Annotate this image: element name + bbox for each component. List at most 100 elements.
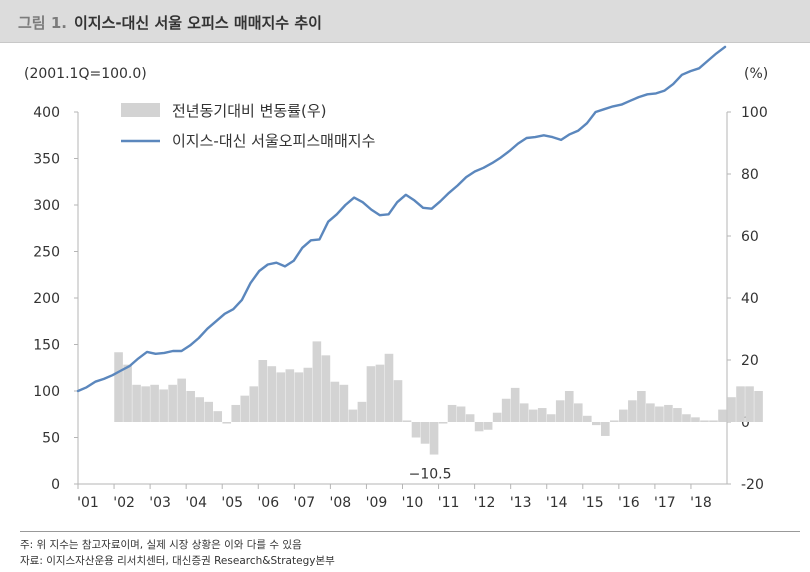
x-tick-label: '03 [149, 495, 171, 511]
right-tick-label: 80 [741, 167, 759, 183]
bar [222, 422, 232, 424]
bar [294, 372, 304, 422]
bar [438, 422, 448, 424]
x-tick-label: '15 [582, 495, 604, 511]
bar [582, 415, 592, 422]
legend-bar-swatch [121, 103, 160, 117]
x-tick-label: '06 [257, 495, 279, 511]
bar [375, 364, 385, 422]
left-tick-label: 50 [42, 431, 60, 447]
bar [150, 384, 159, 422]
bar [546, 414, 556, 422]
note-text: 주: 위 지수는 참고자료이며, 실제 시장 상황은 이와 다를 수 있음 [20, 539, 302, 551]
bar [330, 381, 340, 422]
x-tick-label: '01 [77, 495, 99, 511]
x-tick-label: '08 [330, 495, 352, 511]
bar [591, 422, 601, 426]
bar [637, 391, 646, 422]
bar [628, 400, 637, 422]
x-tick-label: '13 [510, 495, 532, 511]
bar [447, 404, 457, 422]
bar [501, 398, 511, 422]
left-tick-label: 100 [33, 384, 60, 400]
bar [168, 384, 177, 422]
bar [646, 403, 655, 422]
right-tick-label: 100 [741, 105, 768, 121]
x-tick-label: '04 [185, 495, 207, 511]
bar [348, 409, 358, 422]
right-tick-label: 0 [741, 415, 750, 431]
bar [610, 420, 619, 422]
bar [682, 414, 691, 422]
bar [204, 401, 214, 422]
x-tick-label: '05 [221, 495, 243, 511]
bar [213, 411, 223, 422]
bar [510, 387, 520, 422]
bar [249, 386, 259, 422]
figure-title: 이지스-대신 서울 오피스 매매지수 추이 [74, 14, 322, 32]
bar [483, 422, 493, 430]
right-axis-unit: (%) [744, 66, 769, 82]
x-tick-label: '14 [546, 495, 568, 511]
x-tick-label: '02 [113, 495, 135, 511]
bar [664, 404, 673, 422]
bar [195, 397, 204, 422]
left-tick-label: 150 [33, 338, 60, 354]
left-axis-unit: (2001.1Q=100.0) [24, 66, 147, 82]
bar [141, 386, 150, 422]
bar [339, 384, 349, 422]
bar [745, 386, 754, 422]
right-tick-label: -20 [741, 477, 764, 493]
right-tick-label: 20 [741, 353, 759, 369]
x-tick-label: '09 [366, 495, 388, 511]
bar [402, 420, 412, 422]
bar [474, 422, 484, 432]
title-bar: 그림 1. 이지스-대신 서울 오피스 매매지수 추이 [0, 0, 810, 43]
figure-number: 그림 1. [18, 14, 67, 32]
bar [366, 366, 376, 422]
bar [159, 389, 168, 422]
bar [691, 417, 700, 422]
bar [276, 372, 286, 422]
bar [285, 369, 295, 422]
bar [132, 384, 141, 422]
x-tick-label: '11 [438, 495, 460, 511]
bar [114, 352, 123, 422]
bar [393, 380, 403, 422]
bar [177, 378, 186, 422]
bar [231, 404, 241, 422]
bar [456, 406, 466, 422]
bar [420, 422, 430, 444]
x-tick-label: '18 [690, 495, 712, 511]
bar [718, 409, 727, 422]
left-tick-label: 300 [33, 198, 60, 214]
x-tick-label: '16 [618, 495, 640, 511]
left-tick-label: 400 [33, 105, 60, 121]
bar [186, 391, 195, 422]
left-tick-label: 0 [51, 477, 60, 493]
bar [429, 422, 439, 455]
legend-bar-label: 전년동기대비 변동률(우) [172, 102, 326, 120]
bar [519, 403, 529, 422]
bar [619, 409, 628, 422]
x-tick-label: '07 [293, 495, 315, 511]
bar [357, 401, 367, 422]
bar [736, 386, 745, 422]
bar [709, 420, 718, 422]
x-tick-label: '10 [402, 495, 424, 511]
bar [673, 408, 682, 422]
bar [492, 412, 502, 422]
bar [727, 397, 736, 422]
bar [303, 367, 313, 422]
bar [655, 406, 664, 422]
bar [258, 360, 268, 422]
bar [240, 395, 250, 422]
bar [601, 422, 610, 436]
bar [573, 403, 583, 422]
bar [312, 341, 322, 422]
left-tick-label: 250 [33, 245, 60, 261]
footnotes: 주: 위 지수는 참고자료이며, 실제 시장 상황은 이와 다를 수 있음 자료… [20, 531, 800, 569]
bar [700, 420, 709, 422]
bar [555, 400, 565, 422]
bar [465, 414, 475, 422]
